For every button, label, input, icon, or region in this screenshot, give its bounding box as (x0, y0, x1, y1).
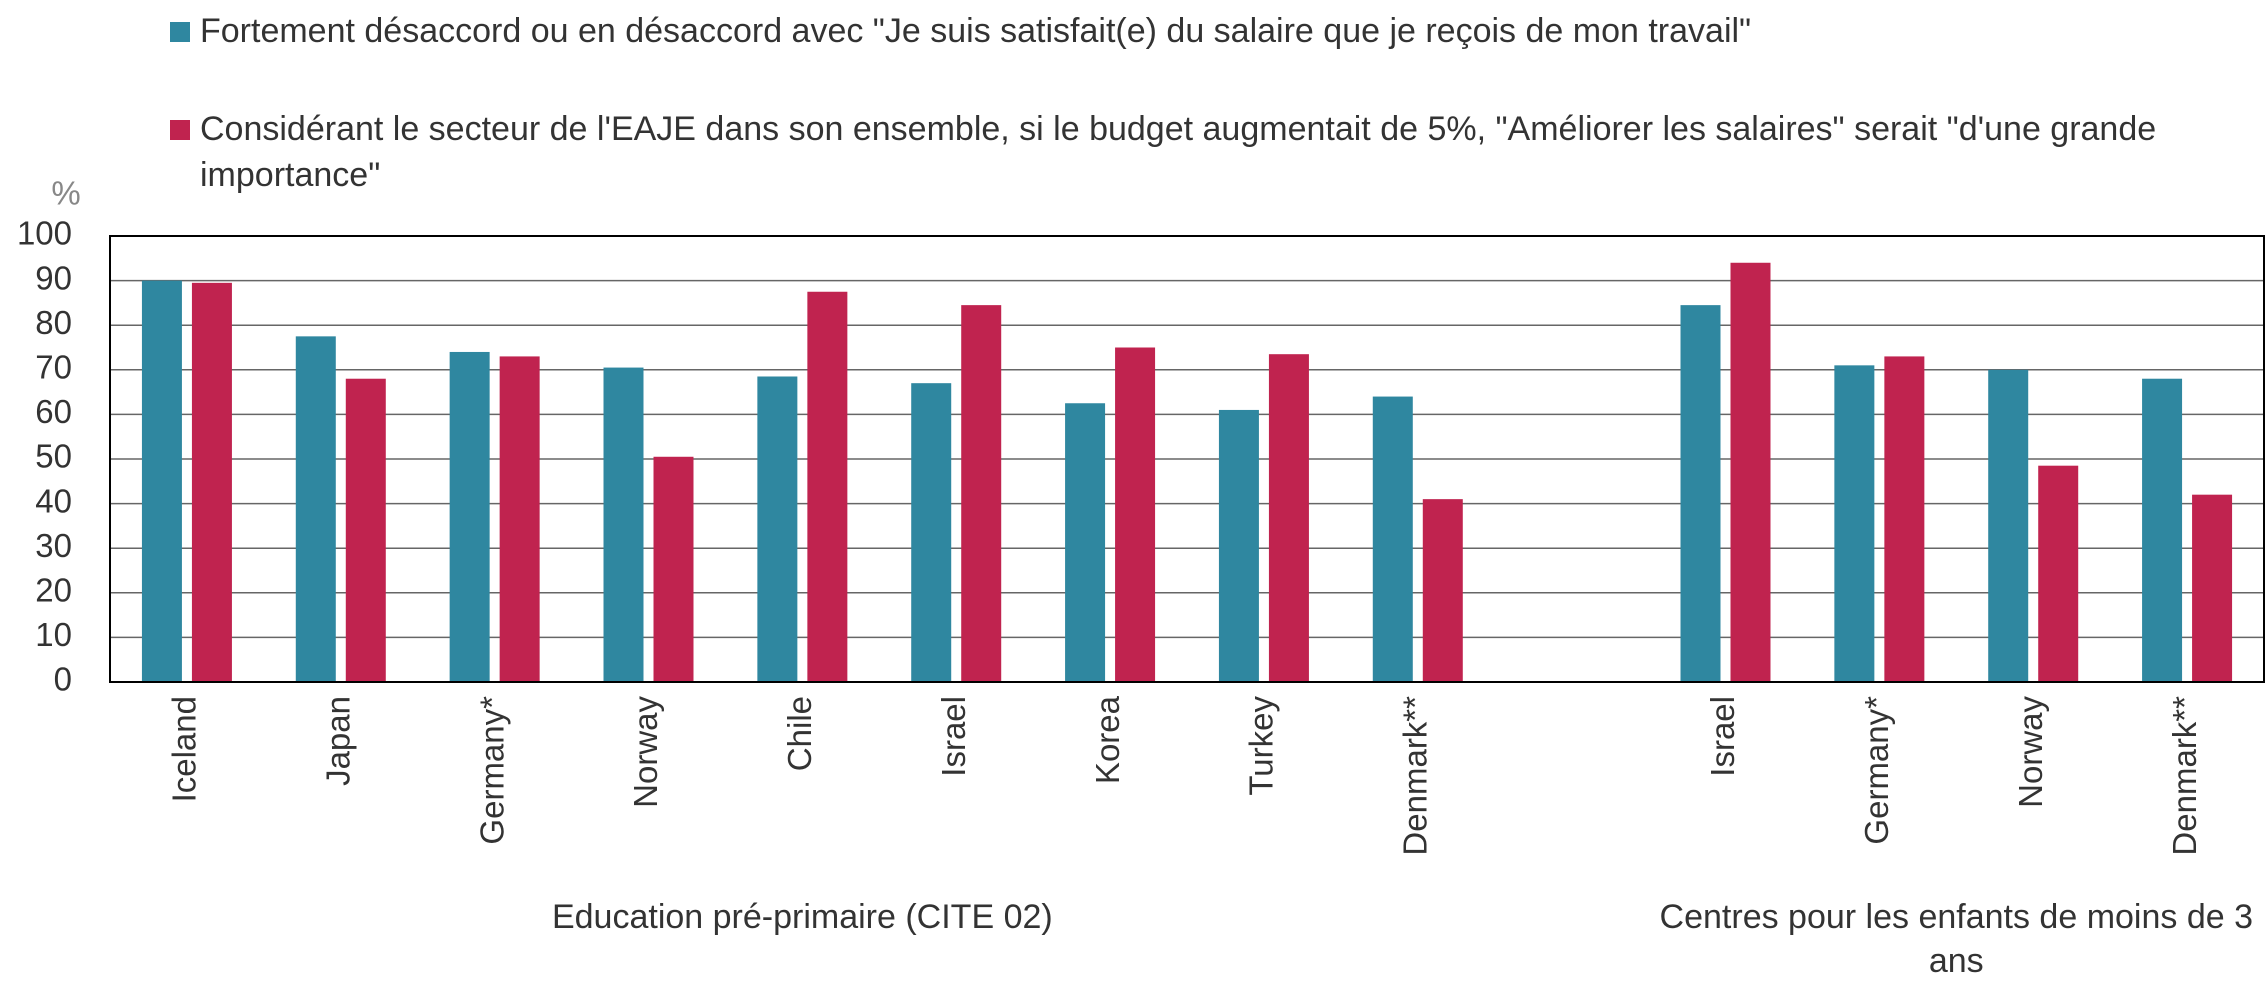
x-tick-label: Korea (1089, 695, 1126, 784)
y-tick-label: 50 (35, 438, 72, 475)
bar (603, 367, 644, 682)
x-tick-label: Norway (2012, 696, 2049, 808)
bar (1730, 262, 1771, 682)
bar (757, 376, 798, 682)
bar (1065, 403, 1106, 682)
group-label: Centres pour les enfants de moins de 3 a… (1659, 898, 2254, 980)
y-tick-label: 40 (35, 482, 72, 519)
bar (1115, 347, 1156, 682)
bar (1988, 369, 2029, 682)
x-tick-label: Germany* (1858, 696, 1895, 845)
x-tick-label: Denmark** (1397, 696, 1434, 856)
y-tick-label: 70 (35, 349, 72, 386)
y-tick-label: 20 (35, 572, 72, 609)
y-tick-label: 100 (17, 215, 72, 252)
bar (2142, 378, 2183, 682)
bar (345, 378, 386, 682)
bar (191, 282, 232, 682)
bar (1218, 409, 1259, 682)
bar (1884, 356, 1925, 682)
bar (2192, 494, 2233, 682)
y-tick-label: 30 (35, 527, 72, 564)
x-tick-label: Japan (320, 696, 357, 786)
legend-swatch (170, 22, 190, 42)
legend-label: Considérant le secteur de l'EAJE dans so… (200, 110, 2157, 194)
plot-frame (109, 235, 2265, 683)
y-tick-label: 0 (54, 661, 72, 698)
bar (911, 383, 952, 682)
group-label: Education pré-primaire (CITE 02) (551, 898, 1053, 936)
legend-swatch (170, 120, 190, 140)
x-tick-label: Israel (1704, 696, 1741, 777)
bar (653, 456, 694, 682)
bar (1422, 499, 1463, 682)
x-tick-label: Israel (935, 696, 972, 777)
bar (499, 356, 540, 682)
y-tick-label: 90 (35, 259, 72, 296)
bar (295, 336, 336, 682)
bar (1680, 305, 1721, 682)
bar (1372, 396, 1413, 682)
bar (807, 291, 848, 682)
x-tick-label: Turkey (1243, 696, 1280, 796)
bar (449, 351, 490, 682)
y-tick-label: 10 (35, 616, 72, 653)
bar (1268, 354, 1309, 682)
x-tick-label: Denmark** (2166, 696, 2203, 856)
bar (141, 280, 182, 682)
y-tick-label: 60 (35, 393, 72, 430)
bar (2038, 465, 2079, 682)
legend-label: Fortement désaccord ou en désaccord avec… (200, 12, 1752, 50)
bar (961, 305, 1002, 682)
y-unit: % (51, 175, 80, 212)
y-tick-label: 80 (35, 304, 72, 341)
bar (1834, 365, 1875, 682)
x-tick-label: Germany* (473, 696, 510, 845)
x-tick-label: Norway (627, 696, 664, 808)
x-tick-label: Chile (781, 696, 818, 771)
x-tick-label: Iceland (166, 696, 203, 802)
